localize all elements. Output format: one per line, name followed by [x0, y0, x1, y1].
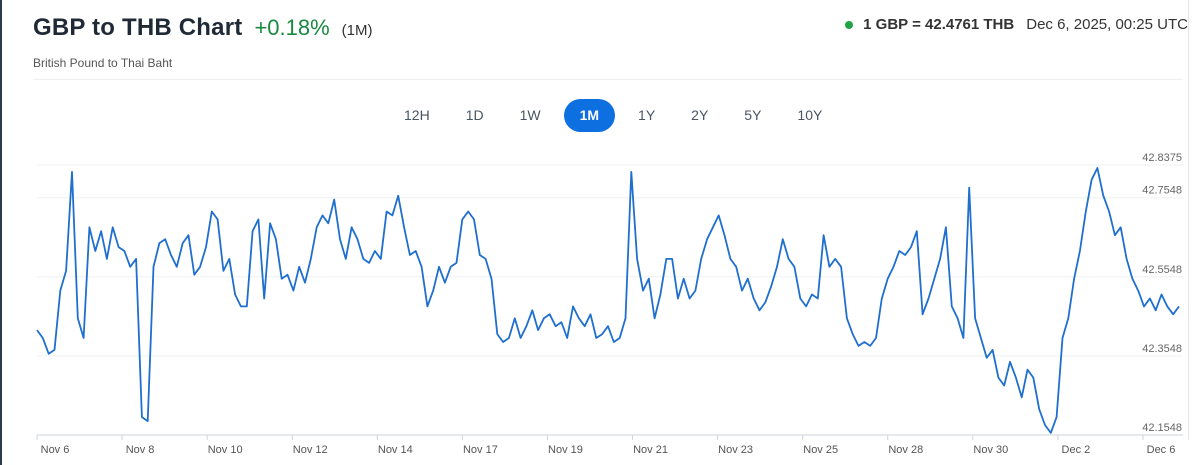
- y-tick-label: 42.7548: [1142, 185, 1182, 197]
- line-chart: 42.8375 42.7548 42.5548 42.3548 42.1548 Nov 6…: [36, 152, 1183, 456]
- x-tick-label: Nov 21: [633, 444, 668, 456]
- left-edge-rule: [0, 0, 2, 465]
- x-tick-label: Nov 23: [718, 444, 753, 456]
- x-tick-label: Dec 2: [1062, 444, 1091, 456]
- range-button-1m[interactable]: 1M: [563, 99, 616, 132]
- rate-value: 1 GBP = 42.4761 THB: [863, 16, 1015, 33]
- y-tick-label: 42.3548: [1142, 343, 1182, 355]
- x-tick-label: Nov 25: [803, 444, 838, 456]
- series-line: [36, 167, 1180, 434]
- header-divider: [33, 79, 1183, 80]
- change-percent: +0.18%: [254, 15, 330, 40]
- range-button-10y[interactable]: 10Y: [784, 99, 835, 132]
- right-edge-rule: [1188, 0, 1189, 440]
- x-tick-label: Nov 30: [973, 444, 1008, 456]
- page-subtitle: British Pound to Thai Baht: [33, 56, 173, 70]
- live-dot-icon: [845, 20, 854, 29]
- y-tick-label: 42.5548: [1142, 264, 1182, 276]
- x-tick-label: Dec 6: [1147, 444, 1176, 456]
- range-button-1d[interactable]: 1D: [453, 99, 497, 132]
- x-tick-label: Nov 6: [41, 444, 70, 456]
- range-button-1w[interactable]: 1W: [507, 99, 554, 132]
- y-tick-label: 42.8375: [1142, 152, 1182, 164]
- x-tick-label: Nov 12: [293, 444, 328, 456]
- y-tick-label: 42.1548: [1142, 422, 1182, 434]
- x-tick-label: Nov 28: [888, 444, 923, 456]
- range-button-5y[interactable]: 5Y: [731, 99, 774, 132]
- x-tick-label: Nov 10: [208, 444, 243, 456]
- x-tick-label: Nov 8: [126, 444, 155, 456]
- live-rate: 1 GBP = 42.4761 THB Dec 6, 2025, 00:25 U…: [845, 16, 1188, 33]
- range-button-12h[interactable]: 12H: [391, 99, 443, 132]
- rate-timestamp: Dec 6, 2025, 00:25 UTC: [1026, 16, 1188, 33]
- x-tick-label: Nov 17: [463, 444, 498, 456]
- range-button-1y[interactable]: 1Y: [625, 99, 668, 132]
- chart-header: GBP to THB Chart +0.18% (1M): [33, 14, 373, 54]
- x-tick-label: Nov 14: [378, 444, 413, 456]
- page-title: GBP to THB Chart: [33, 14, 243, 41]
- range-button-2y[interactable]: 2Y: [678, 99, 721, 132]
- time-range-selector: 12H 1D 1W 1M 1Y 2Y 5Y 10Y: [391, 99, 845, 132]
- x-tick-label: Nov 19: [548, 444, 583, 456]
- period-label: (1M): [341, 22, 373, 39]
